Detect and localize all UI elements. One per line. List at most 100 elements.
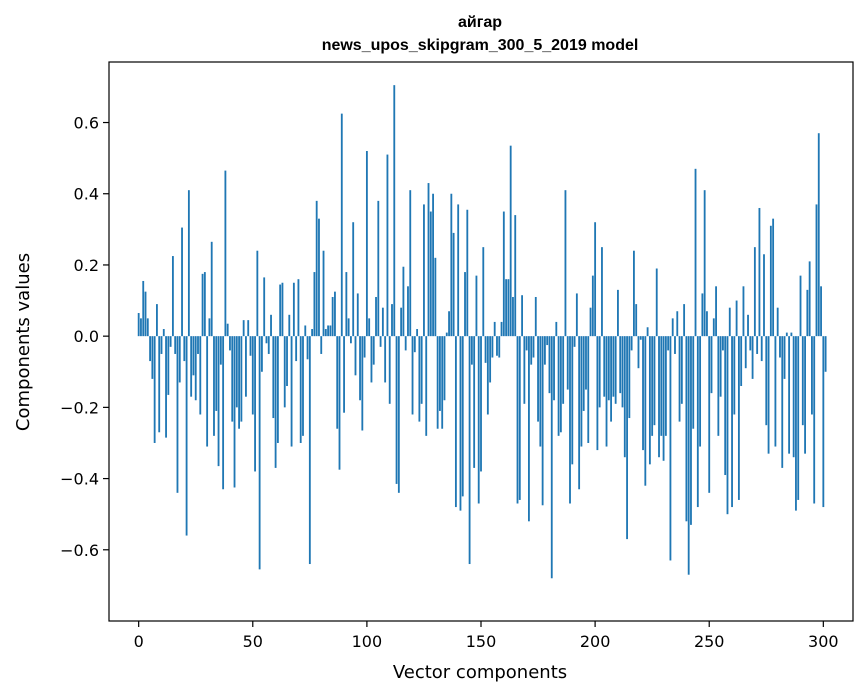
bar — [242, 320, 245, 337]
bar — [521, 295, 523, 337]
y-tick-label: 0.0 — [74, 327, 99, 346]
bar — [192, 336, 195, 376]
bar — [411, 336, 414, 415]
bar — [320, 336, 323, 354]
bar — [594, 222, 597, 337]
bar — [655, 268, 658, 337]
bar — [642, 336, 644, 451]
bar — [235, 336, 238, 408]
bar — [493, 321, 496, 337]
bar — [712, 318, 715, 337]
bar — [407, 286, 409, 337]
bar — [596, 336, 599, 451]
bar — [621, 336, 624, 408]
bar — [336, 336, 339, 429]
bar — [146, 318, 149, 337]
bar — [144, 291, 147, 337]
bar — [500, 321, 503, 337]
bar — [457, 204, 460, 337]
bar — [696, 336, 699, 508]
bar — [183, 336, 186, 362]
bar — [140, 318, 142, 337]
bar — [425, 336, 428, 436]
bar — [726, 336, 729, 515]
bar — [162, 329, 165, 337]
bar — [384, 336, 387, 383]
bar — [350, 336, 352, 344]
bar — [297, 279, 300, 337]
bar — [169, 336, 172, 347]
bar — [610, 336, 612, 422]
chart-subtitle: news_upos_skipgram_300_5_2019 model — [322, 37, 639, 54]
bar — [420, 336, 423, 404]
bar — [258, 336, 261, 570]
bar — [648, 336, 651, 465]
y-axis-label: Components values — [13, 253, 34, 431]
bar — [370, 336, 373, 383]
bar — [680, 336, 683, 404]
bar — [774, 336, 777, 447]
bar — [434, 257, 437, 337]
bar — [498, 336, 501, 358]
bar — [578, 336, 581, 490]
bar — [669, 336, 672, 561]
bar — [715, 286, 717, 337]
bar — [158, 336, 161, 433]
bar — [356, 293, 359, 337]
bar — [569, 336, 571, 504]
bar — [299, 336, 302, 443]
bar — [737, 336, 740, 500]
bar — [261, 336, 263, 372]
bar — [404, 336, 407, 351]
bar — [772, 218, 775, 337]
bar — [219, 336, 222, 365]
bar — [372, 336, 375, 365]
bar — [742, 286, 745, 337]
bar — [799, 275, 802, 337]
bar — [585, 336, 587, 390]
bar — [361, 336, 364, 431]
bar — [820, 286, 822, 337]
bar — [270, 314, 272, 337]
bar — [605, 336, 608, 447]
bar — [776, 307, 779, 337]
bar — [187, 190, 190, 337]
bar — [450, 193, 453, 337]
bar — [210, 241, 213, 337]
bar — [251, 336, 254, 415]
bar — [571, 336, 574, 465]
bar — [537, 336, 539, 422]
bar — [194, 336, 197, 401]
bar — [290, 336, 293, 447]
bar — [304, 325, 307, 337]
plot-frame — [108, 61, 854, 622]
x-tick-label: 50 — [243, 632, 263, 651]
bar — [532, 336, 535, 358]
bar — [475, 275, 478, 337]
bar — [167, 336, 170, 395]
bar — [489, 336, 492, 383]
bar — [292, 282, 295, 337]
bar — [267, 336, 270, 354]
bar — [753, 247, 756, 337]
bar — [423, 204, 425, 337]
bar — [744, 336, 747, 369]
bar — [699, 336, 702, 447]
bar — [295, 336, 298, 362]
bar — [256, 250, 259, 337]
bar — [795, 336, 797, 511]
bar — [226, 323, 229, 337]
bar — [674, 336, 676, 354]
bar — [379, 336, 382, 347]
bar — [427, 183, 430, 337]
bar — [824, 336, 827, 372]
bar — [580, 336, 583, 447]
bar — [151, 336, 154, 379]
bar — [651, 336, 654, 436]
bar — [639, 336, 642, 340]
bar — [448, 311, 450, 337]
bar — [454, 336, 457, 508]
bar — [523, 336, 526, 404]
bar — [311, 329, 314, 337]
